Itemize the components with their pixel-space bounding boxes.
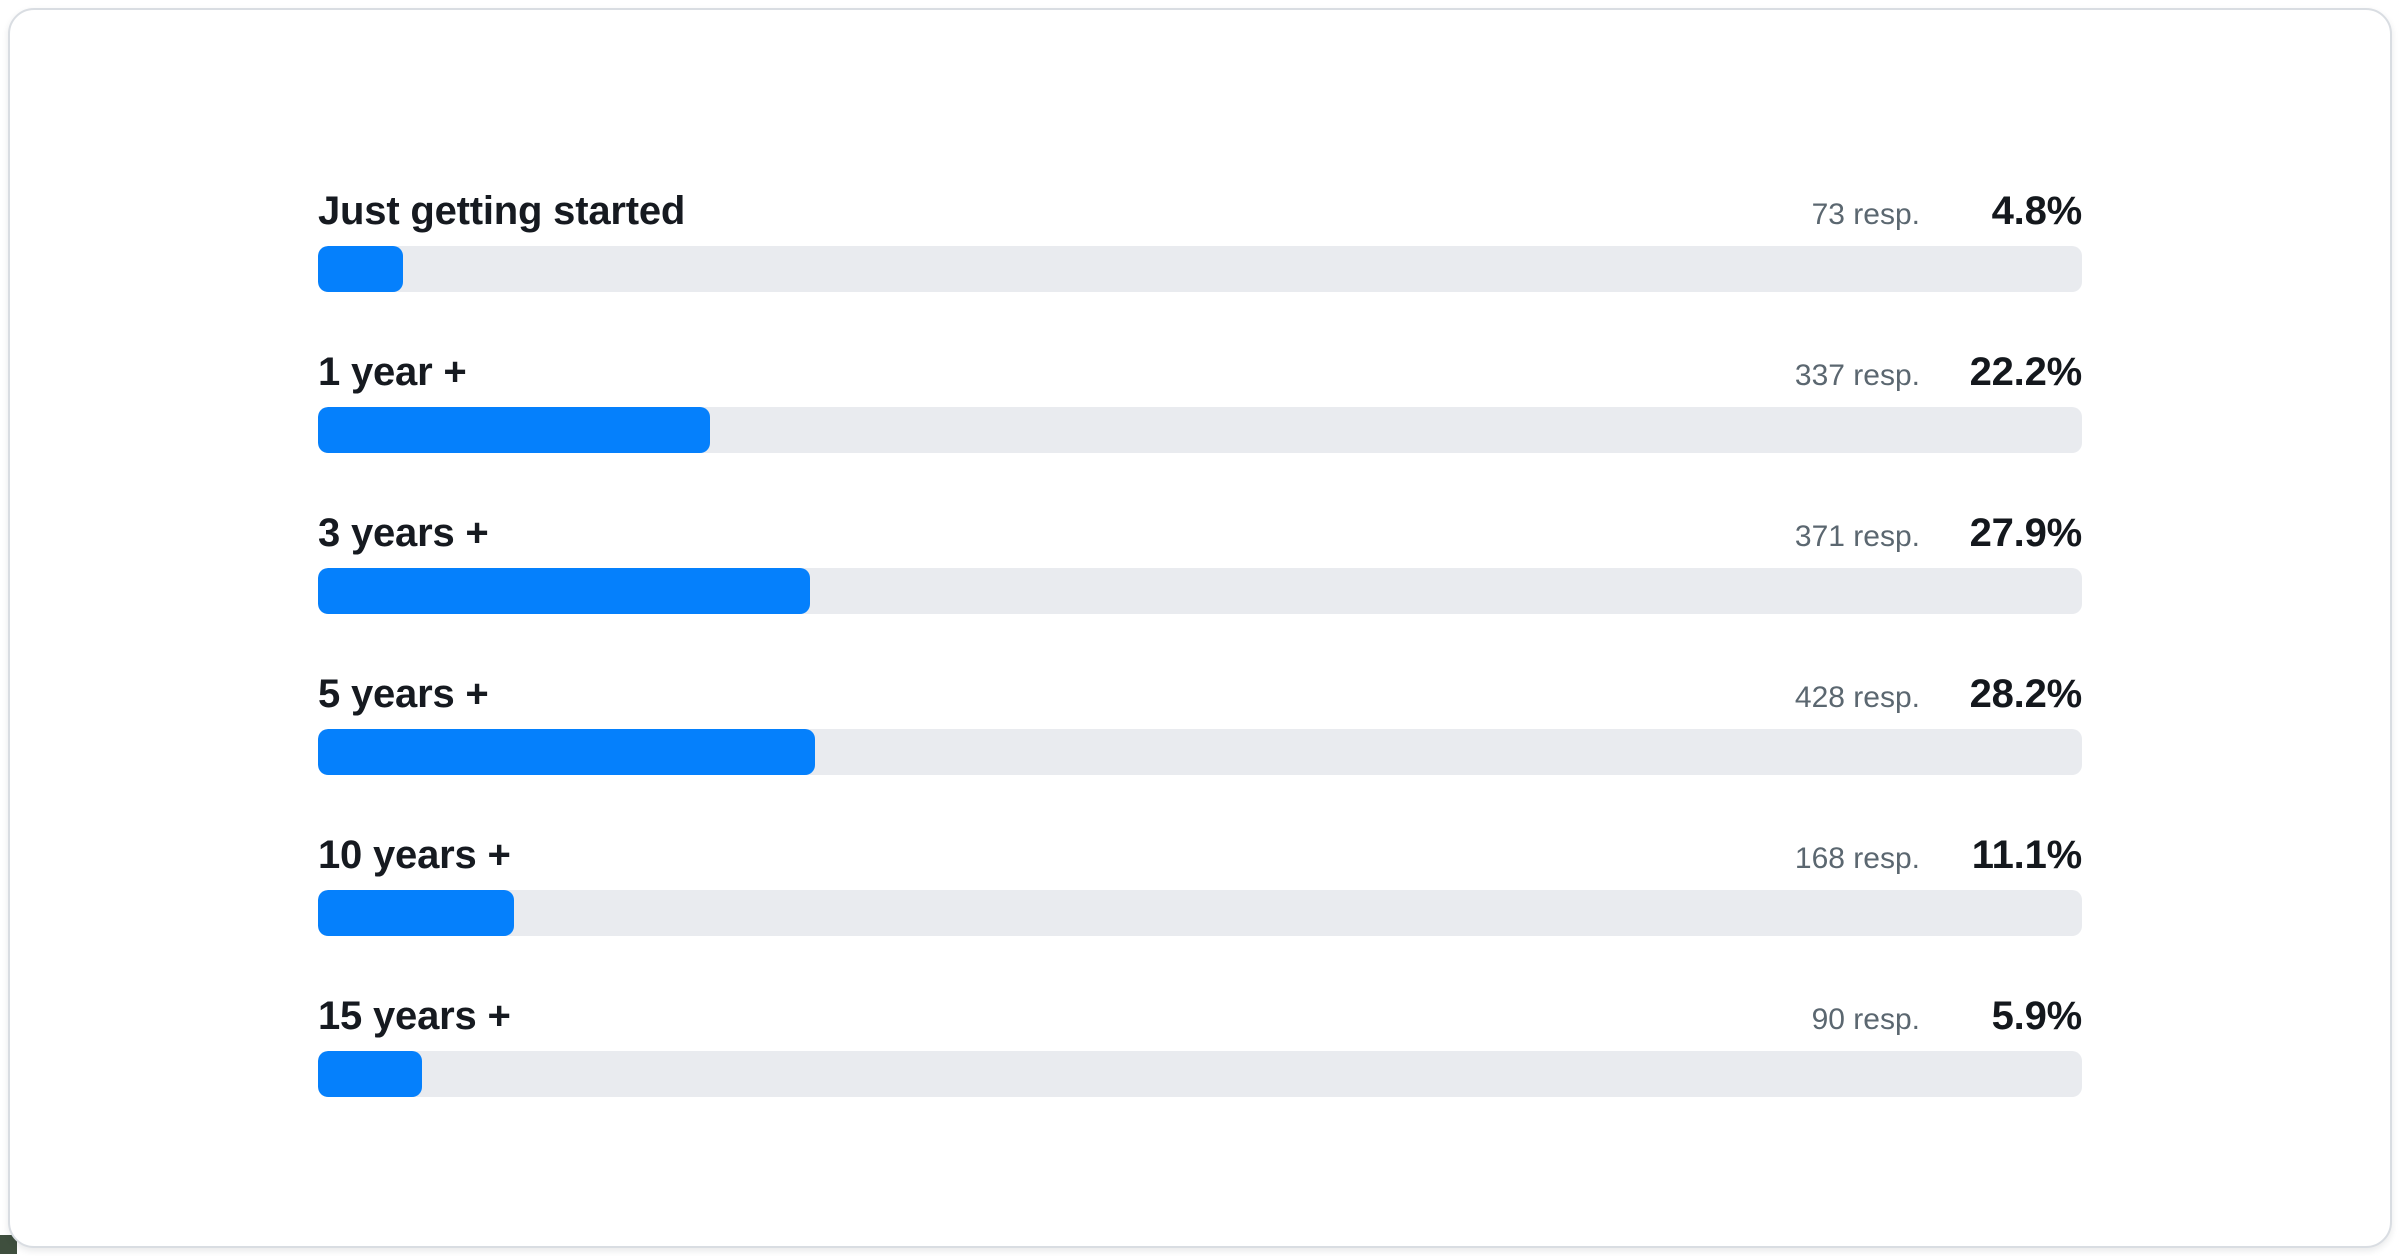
bar-track [318, 568, 2082, 614]
category-label: Just getting started [318, 189, 686, 233]
background-corner-accent [0, 1235, 17, 1254]
category-label: 3 years + [318, 511, 489, 555]
row-header: 1 year + 337 resp. 22.2% [318, 349, 2082, 399]
category-label: 15 years + [318, 994, 511, 1038]
category-label: 5 years + [318, 672, 489, 716]
survey-bar-chart: Just getting started 73 resp. 4.8% 1 yea… [318, 188, 2082, 1097]
response-count: 90 resp. [1811, 1003, 1920, 1036]
response-count: 168 resp. [1794, 842, 1920, 875]
row-header: 15 years + 90 resp. 5.9% [318, 993, 2082, 1043]
chart-row: Just getting started 73 resp. 4.8% [318, 188, 2082, 292]
percent-value: 28.2% [1969, 672, 2083, 716]
response-count: 371 resp. [1794, 520, 1920, 553]
bar-track [318, 890, 2082, 936]
percent-value: 27.9% [1969, 511, 2083, 555]
chart-row: 1 year + 337 resp. 22.2% [318, 349, 2082, 453]
response-count: 428 resp. [1794, 681, 1920, 714]
results-card: Just getting started 73 resp. 4.8% 1 yea… [8, 8, 2392, 1248]
bar-fill [318, 1051, 423, 1097]
bar-fill [318, 246, 403, 292]
chart-row: 3 years + 371 resp. 27.9% [318, 510, 2082, 614]
bar-fill [318, 729, 816, 775]
percent-value: 22.2% [1969, 350, 2083, 394]
row-header: 5 years + 428 resp. 28.2% [318, 671, 2082, 721]
row-header: Just getting started 73 resp. 4.8% [318, 188, 2082, 238]
bar-track [318, 246, 2082, 292]
response-count: 73 resp. [1811, 198, 1920, 231]
chart-row: 15 years + 90 resp. 5.9% [318, 993, 2082, 1097]
category-label: 1 year + [318, 350, 467, 394]
row-header: 10 years + 168 resp. 11.1% [318, 832, 2082, 882]
category-label: 10 years + [318, 833, 511, 877]
bar-track [318, 729, 2082, 775]
chart-row: 5 years + 428 resp. 28.2% [318, 671, 2082, 775]
percent-value: 5.9% [1991, 994, 2083, 1038]
bar-fill [318, 407, 710, 453]
bar-track [318, 407, 2082, 453]
percent-value: 4.8% [1991, 189, 2083, 233]
row-header: 3 years + 371 resp. 27.9% [318, 510, 2082, 560]
chart-row: 10 years + 168 resp. 11.1% [318, 832, 2082, 936]
bar-fill [318, 890, 514, 936]
bar-fill [318, 568, 811, 614]
bar-track [318, 1051, 2082, 1097]
percent-value: 11.1% [1971, 833, 2082, 877]
response-count: 337 resp. [1794, 359, 1920, 392]
